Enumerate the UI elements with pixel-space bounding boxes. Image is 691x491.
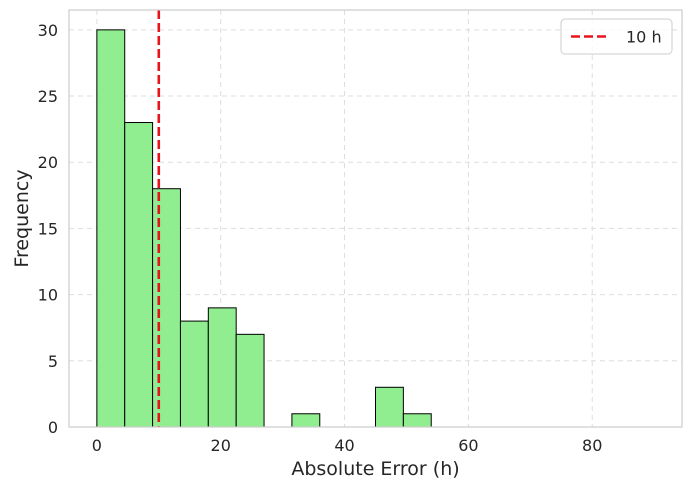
histogram-bar <box>152 188 181 428</box>
x-tick-label: 40 <box>334 436 354 455</box>
legend-box <box>560 18 673 55</box>
x-tick-label: 80 <box>582 436 602 455</box>
x-axis-label: Absolute Error (h) <box>291 458 459 480</box>
y-tick-label: 20 <box>38 153 58 172</box>
x-tick-label: 20 <box>211 436 231 455</box>
y-tick-label: 30 <box>38 21 58 40</box>
histogram-bar <box>375 386 404 428</box>
y-tick-label: 0 <box>48 418 58 437</box>
y-axis-ticks: 0 5 10 15 20 25 30 <box>38 21 58 437</box>
histogram-bar <box>291 413 321 428</box>
legend: 10 h <box>560 18 673 55</box>
plot-frame <box>68 9 683 428</box>
histogram-bar <box>235 333 265 428</box>
histogram-bars <box>96 29 432 428</box>
y-axis-label: Frequency <box>11 169 33 267</box>
y-tick-label: 15 <box>38 219 58 238</box>
histogram-bar <box>96 29 126 428</box>
y-tick-label: 25 <box>38 87 58 106</box>
histogram-bar <box>402 413 432 428</box>
histogram-bar <box>207 307 237 428</box>
x-tick-label: 0 <box>92 436 102 455</box>
x-axis-ticks: 0 20 40 60 80 <box>92 436 603 455</box>
legend-label: 10 h <box>626 28 662 47</box>
y-tick-label: 5 <box>48 352 58 371</box>
histogram-bar <box>124 122 154 428</box>
x-tick-label: 60 <box>458 436 478 455</box>
y-tick-label: 10 <box>38 286 58 305</box>
histogram-bar <box>179 320 209 428</box>
